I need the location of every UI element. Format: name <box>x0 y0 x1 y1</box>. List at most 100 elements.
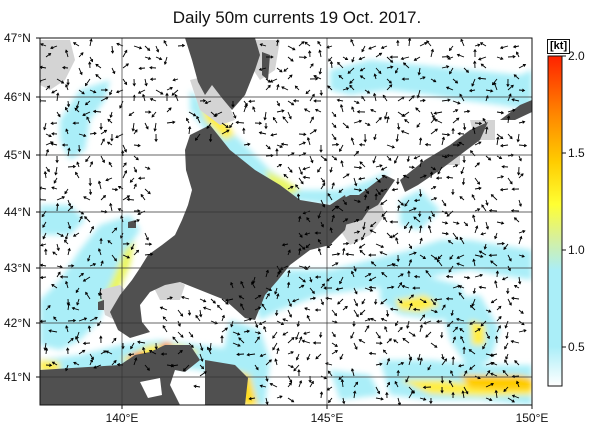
current-arrow-head <box>482 117 486 122</box>
current-arrow-head <box>116 362 121 367</box>
current-arrow <box>293 364 300 371</box>
current-arrow <box>386 155 392 161</box>
current-arrow-head <box>280 142 285 146</box>
current-arrow-head <box>319 391 324 395</box>
current-arrow <box>518 230 525 234</box>
current-arrow <box>304 108 311 113</box>
current-arrow-head <box>418 137 423 141</box>
current-arrow-head <box>43 127 47 131</box>
current-arrow <box>65 84 69 91</box>
current-arrow-head <box>445 232 449 236</box>
current-arrow <box>42 221 47 228</box>
current-arrow-head <box>381 213 385 217</box>
current-arrow-head <box>448 379 452 384</box>
current-arrow-head <box>328 58 332 62</box>
current-arrow <box>89 263 96 267</box>
current-arrow-head <box>290 185 294 189</box>
current-arrow-head <box>291 152 295 156</box>
current-arrow-head <box>261 303 265 307</box>
current-arrow <box>370 229 377 234</box>
current-arrow-head <box>516 380 520 384</box>
current-arrow-head <box>485 226 490 230</box>
current-arrow-head <box>460 170 464 175</box>
current-arrow-head <box>499 188 504 192</box>
current-arrow <box>252 276 256 284</box>
current-arrow-head <box>423 300 427 304</box>
current-arrow-head <box>289 169 293 173</box>
current-arrow-head <box>276 103 280 107</box>
current-arrow-head <box>85 82 88 87</box>
current-arrow-head <box>441 356 445 360</box>
current-arrow-head <box>368 253 372 257</box>
current-arrow <box>485 331 490 339</box>
current-arrow <box>418 67 421 75</box>
current-arrow-head <box>81 91 85 95</box>
current-arrow-head <box>472 214 476 218</box>
current-arrow-head <box>265 269 270 273</box>
current-arrow-head <box>479 273 484 278</box>
current-arrow <box>491 194 498 201</box>
current-arrow <box>89 353 94 360</box>
current-arrow <box>82 111 91 116</box>
current-arrow-head <box>434 344 438 348</box>
current-arrow-head <box>380 397 384 401</box>
current-arrow <box>45 305 51 311</box>
current-arrow-head <box>82 349 86 353</box>
current-arrow-head <box>361 237 365 241</box>
current-arrow-head <box>522 120 526 124</box>
current-arrow-head <box>506 290 510 295</box>
current-arrow <box>408 331 416 337</box>
current-arrow-head <box>97 180 102 184</box>
current-arrow <box>408 390 414 399</box>
current-arrow <box>373 133 377 140</box>
current-arrow <box>361 232 366 240</box>
colorbar-label-2-0: 2.0 <box>568 49 585 63</box>
current-arrow <box>89 39 92 47</box>
current-arrow-head <box>517 172 521 176</box>
current-arrow <box>111 360 117 366</box>
current-arrow-head <box>323 158 328 162</box>
current-arrow <box>309 381 314 388</box>
current-arrow-head <box>242 127 246 131</box>
current-arrow-head <box>277 271 281 275</box>
current-arrow <box>485 127 488 135</box>
current-arrow-head <box>456 262 460 266</box>
current-arrow-head <box>522 229 526 234</box>
current-arrow <box>353 199 361 203</box>
current-arrow <box>276 39 279 47</box>
current-arrow-head <box>50 46 54 50</box>
current-arrow <box>359 250 366 256</box>
current-arrow <box>449 380 454 388</box>
current-arrow <box>371 261 377 267</box>
current-arrow <box>122 144 127 152</box>
current-arrow-head <box>449 256 453 260</box>
current-arrow-head <box>370 317 374 321</box>
current-arrow <box>503 386 509 392</box>
current-arrow <box>459 328 465 333</box>
current-arrow-head <box>351 59 355 63</box>
current-arrow <box>351 137 355 146</box>
current-arrow <box>459 237 465 245</box>
current-arrow-head <box>269 382 273 386</box>
current-arrow <box>232 111 237 119</box>
current-arrow <box>507 177 513 185</box>
current-arrow <box>339 276 344 284</box>
current-arrow <box>404 199 410 207</box>
current-arrow-head <box>521 88 526 93</box>
current-arrow-head <box>452 336 457 340</box>
current-arrow-head <box>359 75 364 79</box>
current-arrow-head <box>415 107 419 111</box>
current-arrow-head <box>123 149 127 153</box>
current-arrow-head <box>110 138 114 142</box>
current-arrow <box>298 216 301 223</box>
current-arrow-head <box>56 92 60 96</box>
current-arrow <box>441 232 449 235</box>
current-arrow <box>40 66 47 69</box>
current-arrow <box>287 270 290 278</box>
current-arrow-head <box>471 83 475 87</box>
current-arrow-head <box>494 389 498 393</box>
current-arrow <box>45 166 50 172</box>
current-arrow <box>43 122 47 130</box>
current-arrow-head <box>455 164 459 168</box>
current-arrow-head <box>340 378 345 383</box>
